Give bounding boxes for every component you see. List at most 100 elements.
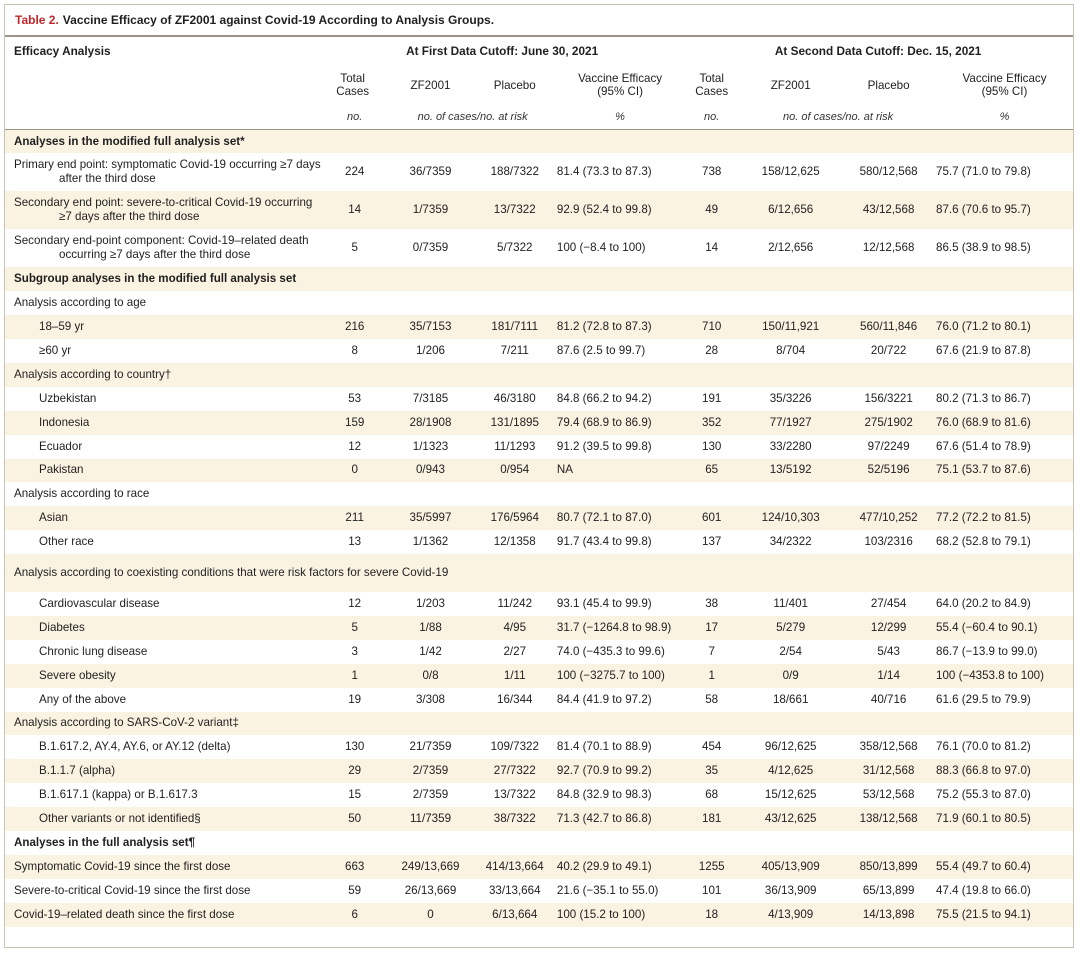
- cell-vaccine-efficacy-2: 67.6 (51.4 to 78.9): [936, 439, 1031, 453]
- cell-zf2001-1: 21/7359: [409, 740, 452, 754]
- cell-vaccine-efficacy-2: 47.4 (19.8 to 66.0): [936, 883, 1031, 897]
- cell-total-cases-1: 14: [320, 191, 389, 230]
- cell-placebo-1: 188/7322: [490, 165, 539, 179]
- cell-total-cases-1: 8: [351, 344, 358, 357]
- cell-total-cases-2: 58: [705, 692, 719, 706]
- cell-vaccine-efficacy-1: 84.8 (66.2 to 94.2): [556, 391, 652, 405]
- cell-zf2001-1: 2/7359: [388, 759, 473, 784]
- cell-total-cases-2: 35: [683, 759, 741, 784]
- first-cutoff-header: At First Data Cutoff: June 30, 2021: [406, 44, 599, 58]
- cell-vaccine-efficacy-1: 81.4 (73.3 to 87.3): [556, 165, 652, 179]
- unit-cases-risk-2: no. of cases/no. at risk: [783, 111, 894, 123]
- cell-vaccine-efficacy-1: 84.8 (32.9 to 98.3): [556, 788, 652, 802]
- cell-zf2001-1: 1/7359: [388, 191, 473, 230]
- cell-total-cases-2: 28: [705, 344, 719, 357]
- cell-vaccine-efficacy-2: 76.1 (70.0 to 81.2): [936, 740, 1031, 754]
- table-row: ≥60 yr 8 1/206 7/211 87.6 (2.5 to 99.7) 28 8/7…: [5, 339, 1073, 363]
- table-row: Covid-19–related death since the first d…: [5, 902, 1073, 927]
- row-label: Analysis according to SARS-CoV-2 variant…: [5, 711, 1073, 736]
- table-row: Severe-to-critical Covid-19 since the fi…: [5, 879, 1073, 903]
- cell-zf2001-1: 2/7359: [412, 788, 449, 802]
- row-label: Diabetes: [5, 615, 321, 640]
- cell-zf2001-1: 35/5997: [388, 506, 473, 531]
- cell-vaccine-efficacy-2: 75.2 (55.3 to 87.0): [936, 788, 1031, 802]
- row-label: ≥60 yr: [39, 344, 72, 357]
- cell-vaccine-efficacy-2: 75.5 (21.5 to 94.1): [936, 902, 1073, 927]
- cell-zf2001-2: 43/12,625: [740, 807, 842, 831]
- cell-zf2001-1: 3/308: [415, 692, 445, 706]
- table-row: Secondary end-point component: Covid-19–…: [5, 229, 1073, 267]
- table-row: Diabetes 5 1/88 4/95 31.7 (−1264.8 to 98.9) 1…: [5, 615, 1073, 640]
- cell-total-cases-1: 130: [345, 740, 365, 754]
- table-row: Cardiovascular disease 12 1/203 11/242 93.1 …: [5, 592, 1073, 616]
- cell-vaccine-efficacy-1: 91.7 (43.4 to 99.8): [556, 535, 652, 549]
- cell-vaccine-efficacy-1: 40.2 (29.9 to 49.1): [556, 854, 684, 879]
- cell-vaccine-efficacy-1: 81.4 (70.1 to 88.9): [556, 740, 652, 754]
- cell-zf2001-2: 36/13,909: [764, 883, 817, 897]
- cell-placebo-2: 65/13,899: [862, 883, 915, 897]
- row-label: Analysis according to race: [14, 487, 150, 501]
- row-label: Any of the above: [39, 692, 127, 706]
- cell-zf2001-2: 0/9: [740, 663, 842, 688]
- row-label: Analysis according to coexisting conditi…: [5, 554, 1073, 593]
- unit-pct-1: %: [615, 111, 625, 123]
- group-row: Analysis according to SARS-CoV-2 variant…: [5, 711, 1073, 736]
- cell-total-cases-2: 130: [702, 439, 722, 453]
- cell-total-cases-2: 18: [683, 902, 741, 927]
- cell-placebo-2: 103/2316: [864, 535, 913, 549]
- row-label: Cardiovascular disease: [39, 597, 160, 611]
- cell-zf2001-1: 1/1362: [412, 535, 449, 549]
- cell-placebo-1: 414/13,664: [472, 854, 557, 879]
- cell-vaccine-efficacy-1: 71.3 (42.7 to 86.8): [556, 807, 684, 831]
- group-row: Analysis according to country†: [5, 362, 1073, 387]
- cell-placebo-1: 11/242: [497, 597, 533, 611]
- cell-vaccine-efficacy-1: NA: [556, 458, 684, 483]
- row-label: Severe obesity: [5, 663, 321, 688]
- cell-total-cases-2: 7: [708, 644, 715, 658]
- cell-vaccine-efficacy-1: 100 (15.2 to 100): [556, 902, 684, 927]
- table-row: Ecuador 12 1/1323 11/1293 91.2 (39.5 to 99.8…: [5, 435, 1073, 459]
- cell-zf2001-2: 2/12,656: [768, 241, 814, 255]
- cell-placebo-1: 11/1293: [494, 439, 536, 453]
- cell-vaccine-efficacy-2: 55.4 (−60.4 to 90.1): [936, 615, 1073, 640]
- table-number: Table 2.: [15, 13, 59, 27]
- row-label: Analysis according to age: [14, 296, 147, 310]
- cell-vaccine-efficacy-1: 21.6 (−35.1 to 55.0): [556, 883, 659, 897]
- cell-vaccine-efficacy-1: 87.6 (2.5 to 99.7): [556, 344, 646, 357]
- cell-placebo-1: 0/954: [472, 458, 557, 483]
- cell-vaccine-efficacy-2: 80.2 (71.3 to 86.7): [936, 391, 1031, 405]
- cell-zf2001-2: 4/12,625: [740, 759, 842, 784]
- cell-placebo-2: 20/722: [870, 344, 907, 357]
- col-ve-2: Vaccine Efficacy (95% CI): [962, 72, 1047, 98]
- cell-total-cases-1: 19: [348, 692, 362, 706]
- cell-placebo-1: 7/211: [500, 344, 529, 357]
- cell-zf2001-2: 8/704: [776, 344, 806, 357]
- cell-zf2001-2: 96/12,625: [764, 740, 817, 754]
- cell-placebo-1: 181/7111: [472, 315, 557, 340]
- table-row: Indonesia 159 28/1908 131/1895 79.4 (68.9 to…: [5, 410, 1073, 435]
- cell-total-cases-1: 663: [320, 854, 389, 879]
- cell-zf2001-2: 158/12,625: [761, 165, 820, 179]
- cell-placebo-2: 5/43: [877, 644, 900, 658]
- cell-zf2001-2: 34/2322: [769, 535, 812, 549]
- table-row: Other variants or not identified§ 50 11/73…: [5, 807, 1073, 831]
- cell-placebo-2: 43/12,568: [841, 191, 937, 230]
- cell-zf2001-1: 35/7153: [388, 315, 473, 340]
- cell-total-cases-2: 454: [702, 740, 722, 754]
- cell-total-cases-2: 68: [705, 788, 719, 802]
- cell-zf2001-2: 6/12,656: [740, 191, 842, 230]
- cell-total-cases-2: 17: [683, 615, 741, 640]
- cell-vaccine-efficacy-2: 76.0 (68.9 to 81.6): [936, 410, 1073, 435]
- unit-no-2: no.: [704, 111, 720, 123]
- cell-placebo-2: 358/12,568: [859, 740, 918, 754]
- cell-total-cases-2: 38: [705, 597, 719, 611]
- row-label: B.1.1.7 (alpha): [5, 759, 321, 784]
- cell-vaccine-efficacy-1: 84.4 (41.9 to 97.2): [556, 692, 652, 706]
- cell-placebo-1: 38/7322: [472, 807, 557, 831]
- row-label: Other race: [39, 535, 94, 549]
- cell-total-cases-1: 15: [348, 788, 362, 802]
- section-row: Subgroup analyses in the modified full a…: [5, 267, 1073, 292]
- cell-placebo-1: 5/7322: [497, 241, 533, 255]
- table-row: Symptomatic Covid-19 since the first dos…: [5, 854, 1073, 879]
- cell-total-cases-1: 12: [348, 439, 362, 453]
